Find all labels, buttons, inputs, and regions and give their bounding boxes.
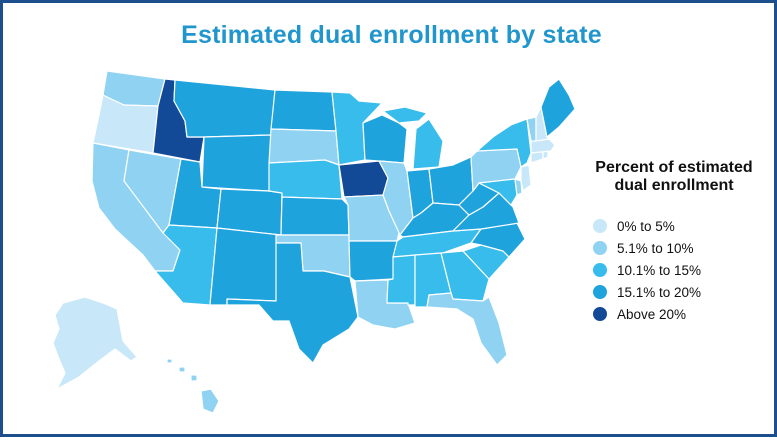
- legend-swatch: [593, 263, 607, 277]
- state-wyoming: [201, 134, 272, 192]
- state-montana: [173, 79, 276, 138]
- legend-label: 0% to 5%: [617, 218, 675, 234]
- state-kansas: [280, 196, 350, 236]
- state-delaware: [514, 178, 523, 196]
- state-maine: [540, 78, 576, 138]
- state-michigan-upper: [382, 106, 428, 124]
- state-hawaii: [200, 388, 220, 414]
- legend-item-15-20: 15.1% to 20%: [593, 281, 769, 303]
- state-wisconsin: [362, 114, 408, 164]
- state-new-mexico: [209, 227, 282, 306]
- legend-label: 15.1% to 20%: [617, 284, 702, 300]
- state-south-dakota: [268, 128, 340, 166]
- state-nebraska: [268, 159, 343, 200]
- state-alaska: [52, 296, 138, 390]
- legend-title-line-1: Percent of estimated: [595, 159, 753, 176]
- state-new-jersey: [520, 164, 532, 192]
- state-colorado: [216, 188, 283, 236]
- legend-list: 0% to 5% 5.1% to 10% 10.1% to 15% 15.1% …: [593, 215, 769, 325]
- state-north-dakota: [270, 89, 337, 132]
- us-choropleth-map: [52, 70, 576, 414]
- state-michigan-lower: [412, 118, 444, 170]
- state-iowa: [338, 160, 389, 198]
- state-texas: [226, 242, 359, 364]
- map-title: Estimated dual enrollment by state: [181, 21, 602, 49]
- legend-item-above-20: Above 20%: [593, 303, 769, 325]
- legend-item-5-10: 5.1% to 10%: [593, 237, 769, 259]
- legend-title-line-2: dual enrollment: [614, 177, 734, 194]
- state-hawaii-islet-2: [178, 366, 186, 373]
- legend-item-10-15: 10.1% to 15%: [593, 259, 769, 281]
- state-hawaii-islet-1: [190, 374, 198, 382]
- legend-label: 5.1% to 10%: [617, 240, 694, 256]
- states-layer: [52, 70, 576, 414]
- state-florida: [426, 292, 508, 366]
- legend-label: Above 20%: [617, 306, 687, 322]
- legend-title: Percent of estimated dual enrollment: [579, 159, 769, 195]
- legend-item-0-5: 0% to 5%: [593, 215, 769, 237]
- legend-swatch: [593, 219, 607, 233]
- legend-swatch: [593, 285, 607, 299]
- state-arkansas: [348, 240, 398, 282]
- state-hawaii-islet-3: [166, 358, 173, 364]
- legend-label: 10.1% to 15%: [617, 262, 702, 278]
- legend-swatch: [593, 307, 607, 321]
- legend-swatch: [593, 241, 607, 255]
- legend: Percent of estimated dual enrollment 0% …: [579, 159, 769, 325]
